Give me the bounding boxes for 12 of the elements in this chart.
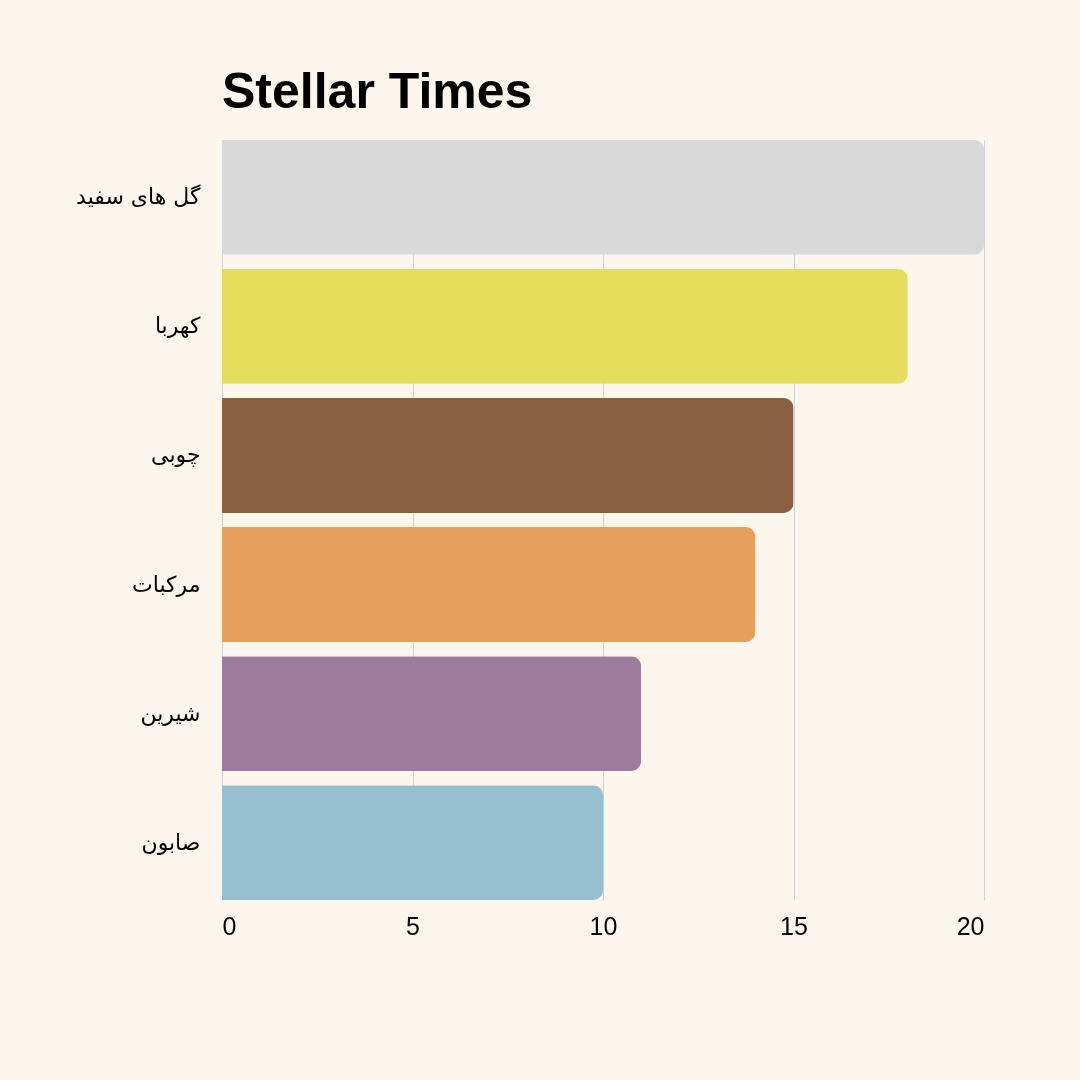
x-tick-label: 15	[780, 911, 808, 940]
x-tick-label: 20	[956, 911, 985, 940]
chart-title: Stellar Times	[222, 63, 533, 119]
y-tick-label: کهربا	[154, 313, 202, 339]
x-tick-label: 0	[222, 911, 237, 940]
x-tick-label: 5	[406, 911, 420, 940]
y-tick-label: شیرین	[140, 700, 201, 726]
y-tick-label: گل های سفید	[76, 184, 202, 210]
x-tick-label: 10	[589, 911, 618, 940]
y-tick-label: صابون	[141, 829, 201, 855]
y-tick-label: چوبی	[151, 442, 201, 468]
y-tick-label: مرکبات	[132, 571, 201, 597]
